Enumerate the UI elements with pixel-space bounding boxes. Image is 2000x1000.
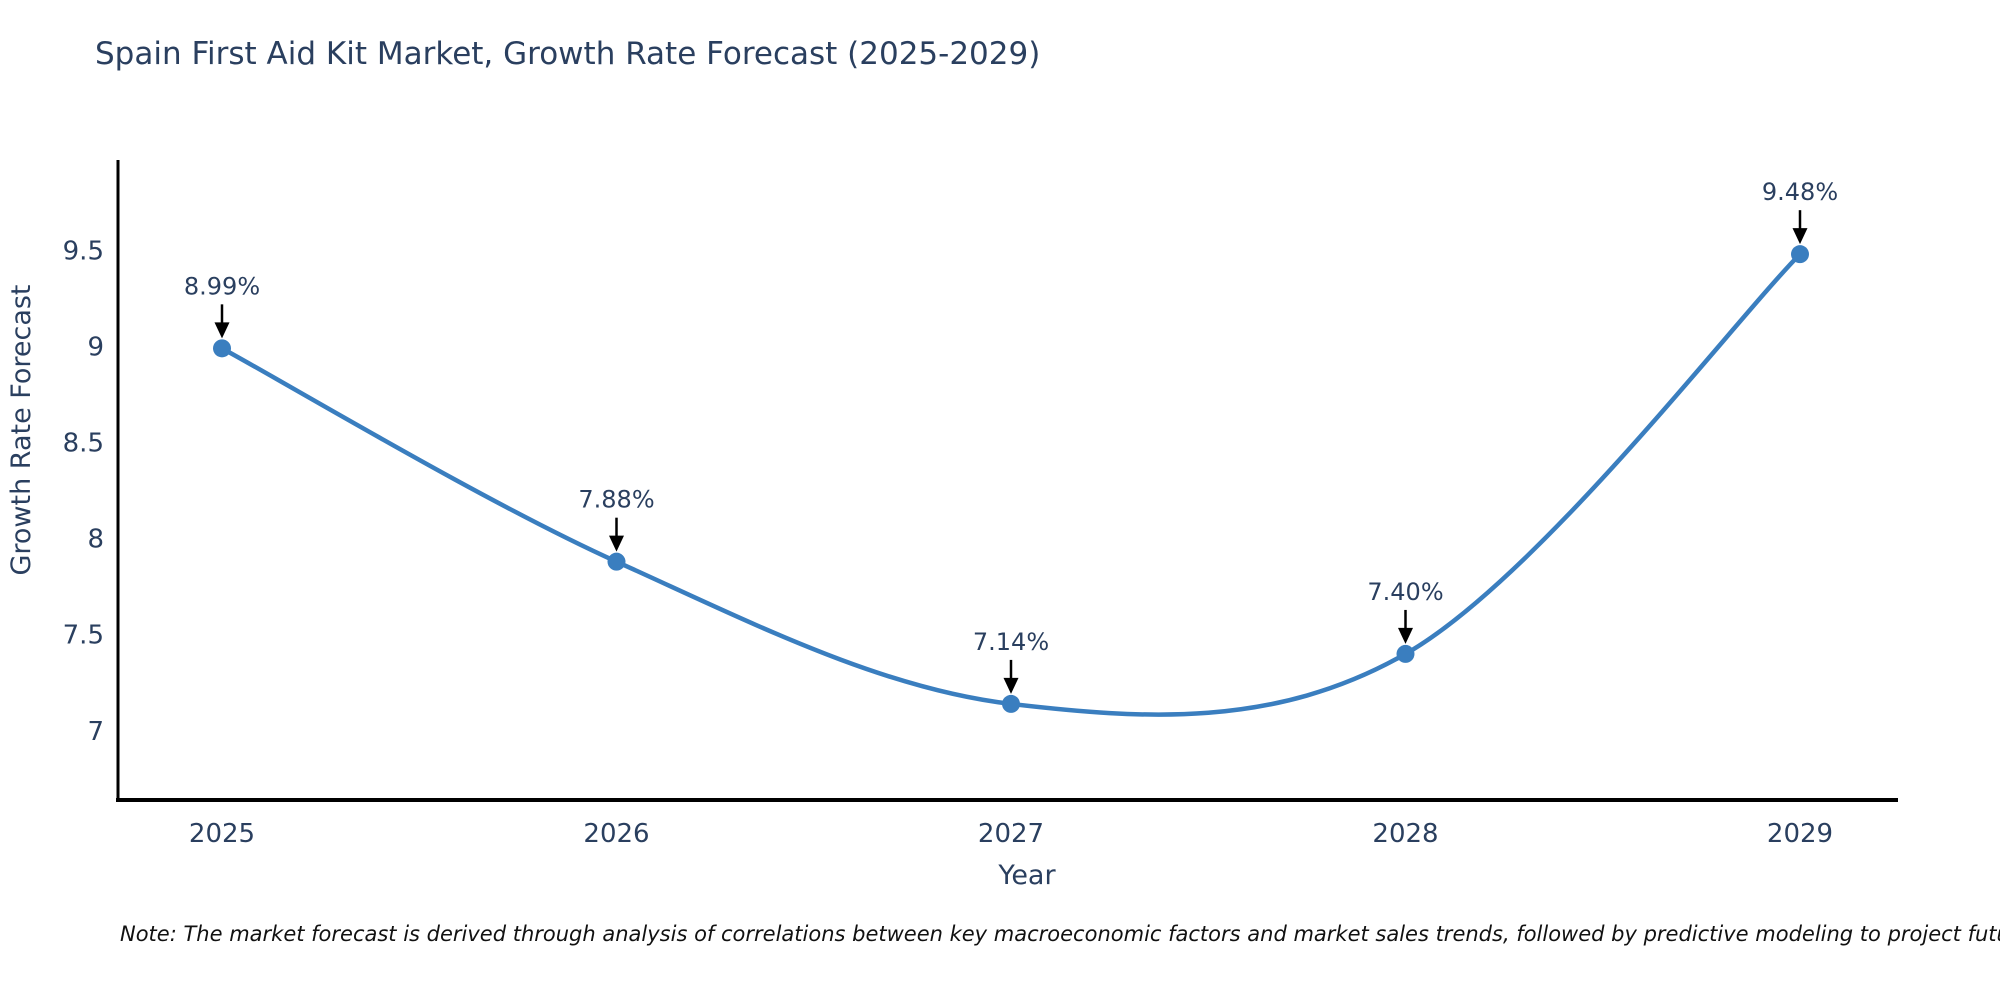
y-axis-title: Growth Rate Forecast — [6, 284, 37, 575]
data-point — [1002, 694, 1020, 713]
data-point — [1791, 245, 1809, 264]
data-point — [607, 552, 626, 571]
annotation-label: 8.99% — [184, 272, 260, 300]
annotation-arrowhead — [1003, 677, 1019, 694]
annotation-label: 7.14% — [973, 628, 1049, 656]
x-tick-label: 2028 — [1372, 819, 1438, 849]
x-tick-label: 2025 — [189, 819, 255, 849]
data-point — [213, 339, 231, 358]
x-tick-label: 2029 — [1767, 819, 1833, 849]
y-tick-label: 9 — [87, 332, 104, 362]
data-point — [1396, 644, 1415, 663]
y-tick-label: 9.5 — [63, 236, 104, 266]
x-tick-label: 2026 — [583, 819, 649, 849]
annotation-arrowhead — [1398, 627, 1413, 644]
footnote: Note: The market forecast is derived thr… — [120, 922, 2000, 946]
annotation-label: 9.48% — [1762, 178, 1838, 206]
annotation-arrowhead — [1792, 228, 1808, 245]
annotation-arrowhead — [214, 322, 230, 339]
chart-title: Spain First Aid Kit Market, Growth Rate … — [95, 36, 1041, 72]
annotation-label: 7.40% — [1367, 578, 1443, 606]
annotation-arrowhead — [609, 535, 624, 552]
y-tick-label: 7.5 — [63, 621, 104, 651]
annotation-label: 7.88% — [578, 486, 654, 514]
x-axis-title: Year — [997, 860, 1056, 891]
y-tick-label: 7 — [87, 717, 104, 747]
y-tick-label: 8 — [87, 525, 104, 555]
x-tick-label: 2027 — [978, 819, 1044, 849]
y-tick-label: 8.5 — [63, 429, 104, 459]
